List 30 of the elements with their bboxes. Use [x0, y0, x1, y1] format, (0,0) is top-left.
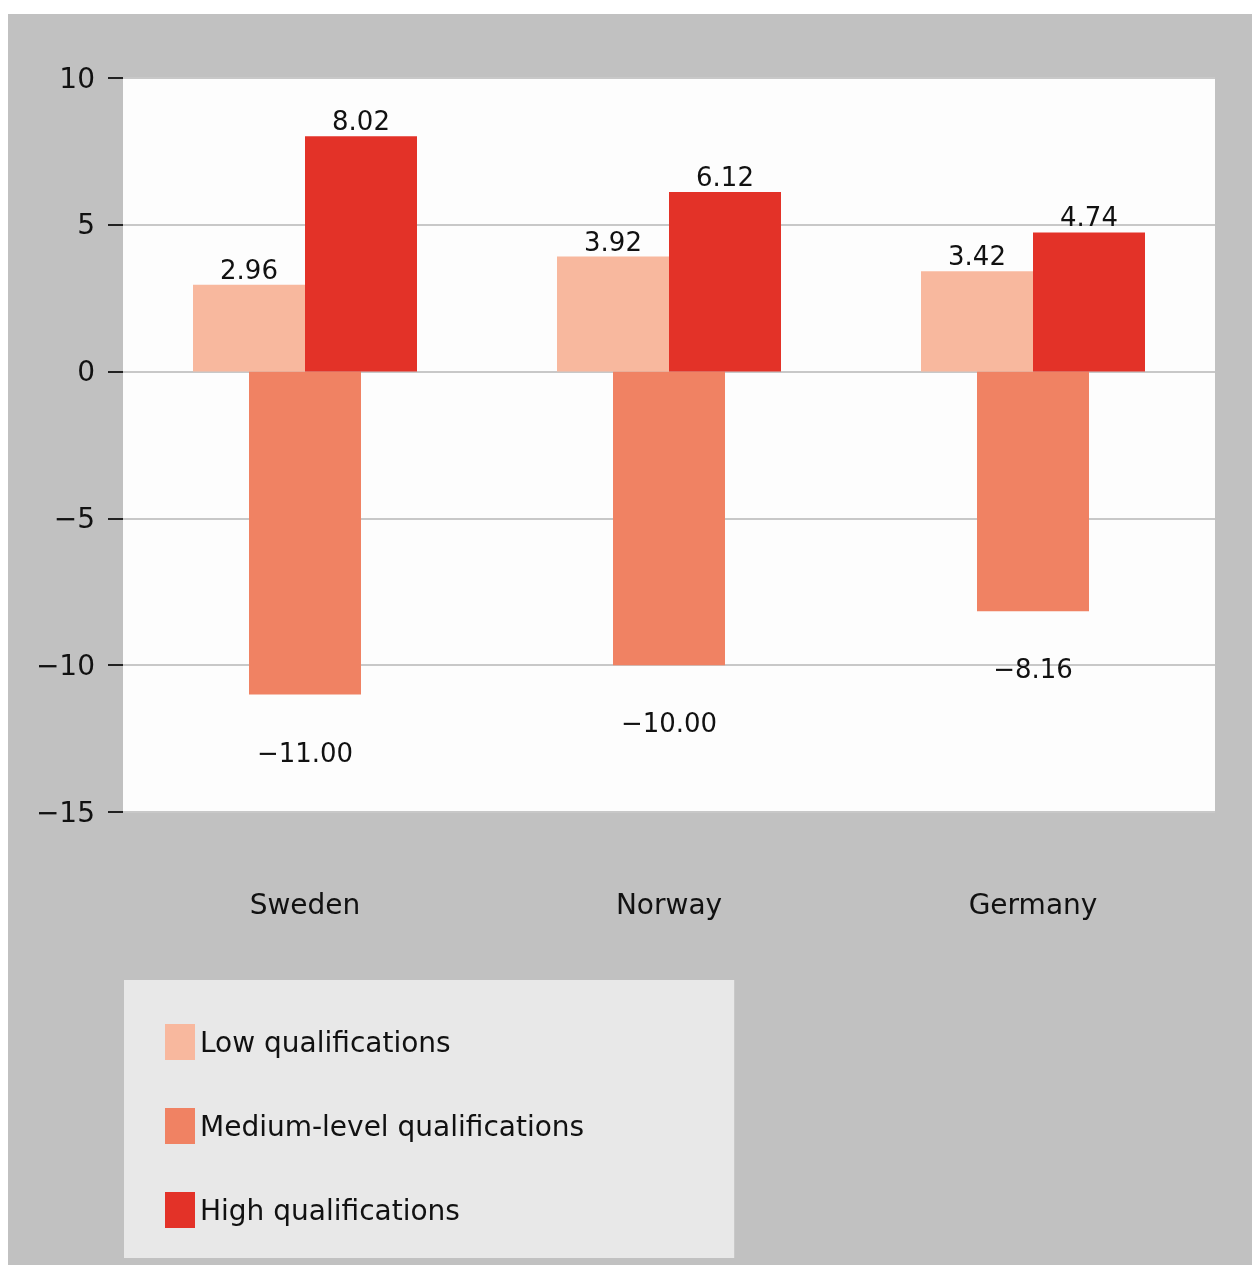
bar	[977, 371, 1089, 612]
y-tick-label: −5	[53, 501, 95, 535]
data-label: 4.74	[1060, 202, 1118, 233]
data-label: 3.42	[948, 241, 1006, 272]
data-label: −10.00	[620, 708, 718, 739]
legend-label: High qualifications	[200, 1193, 460, 1227]
bar	[1033, 232, 1145, 372]
y-tick-label: −10	[35, 648, 95, 682]
data-label: 3.92	[584, 226, 642, 257]
bar	[921, 271, 1033, 372]
data-label: −11.00	[256, 737, 354, 768]
legend-label: Medium-level qualifications	[200, 1109, 585, 1143]
data-label: −8.16	[993, 654, 1073, 685]
bar	[305, 136, 417, 372]
data-label: 2.96	[220, 254, 278, 285]
bar	[613, 371, 725, 666]
data-label: 8.02	[332, 106, 390, 137]
bar	[557, 256, 669, 372]
y-tick-label: −15	[35, 795, 95, 829]
y-tick-label: 0	[77, 355, 95, 389]
y-tick-label: 10	[59, 61, 95, 95]
bar	[249, 371, 361, 695]
x-tick-label: Norway	[615, 887, 723, 921]
x-tick-label: Sweden	[249, 887, 361, 921]
bar	[193, 284, 305, 372]
x-tick-label: Germany	[968, 887, 1098, 921]
legend-label: Low qualifications	[200, 1025, 451, 1059]
y-tick-label: 5	[77, 208, 95, 242]
data-label: 6.12	[696, 161, 754, 192]
bar	[669, 191, 781, 372]
